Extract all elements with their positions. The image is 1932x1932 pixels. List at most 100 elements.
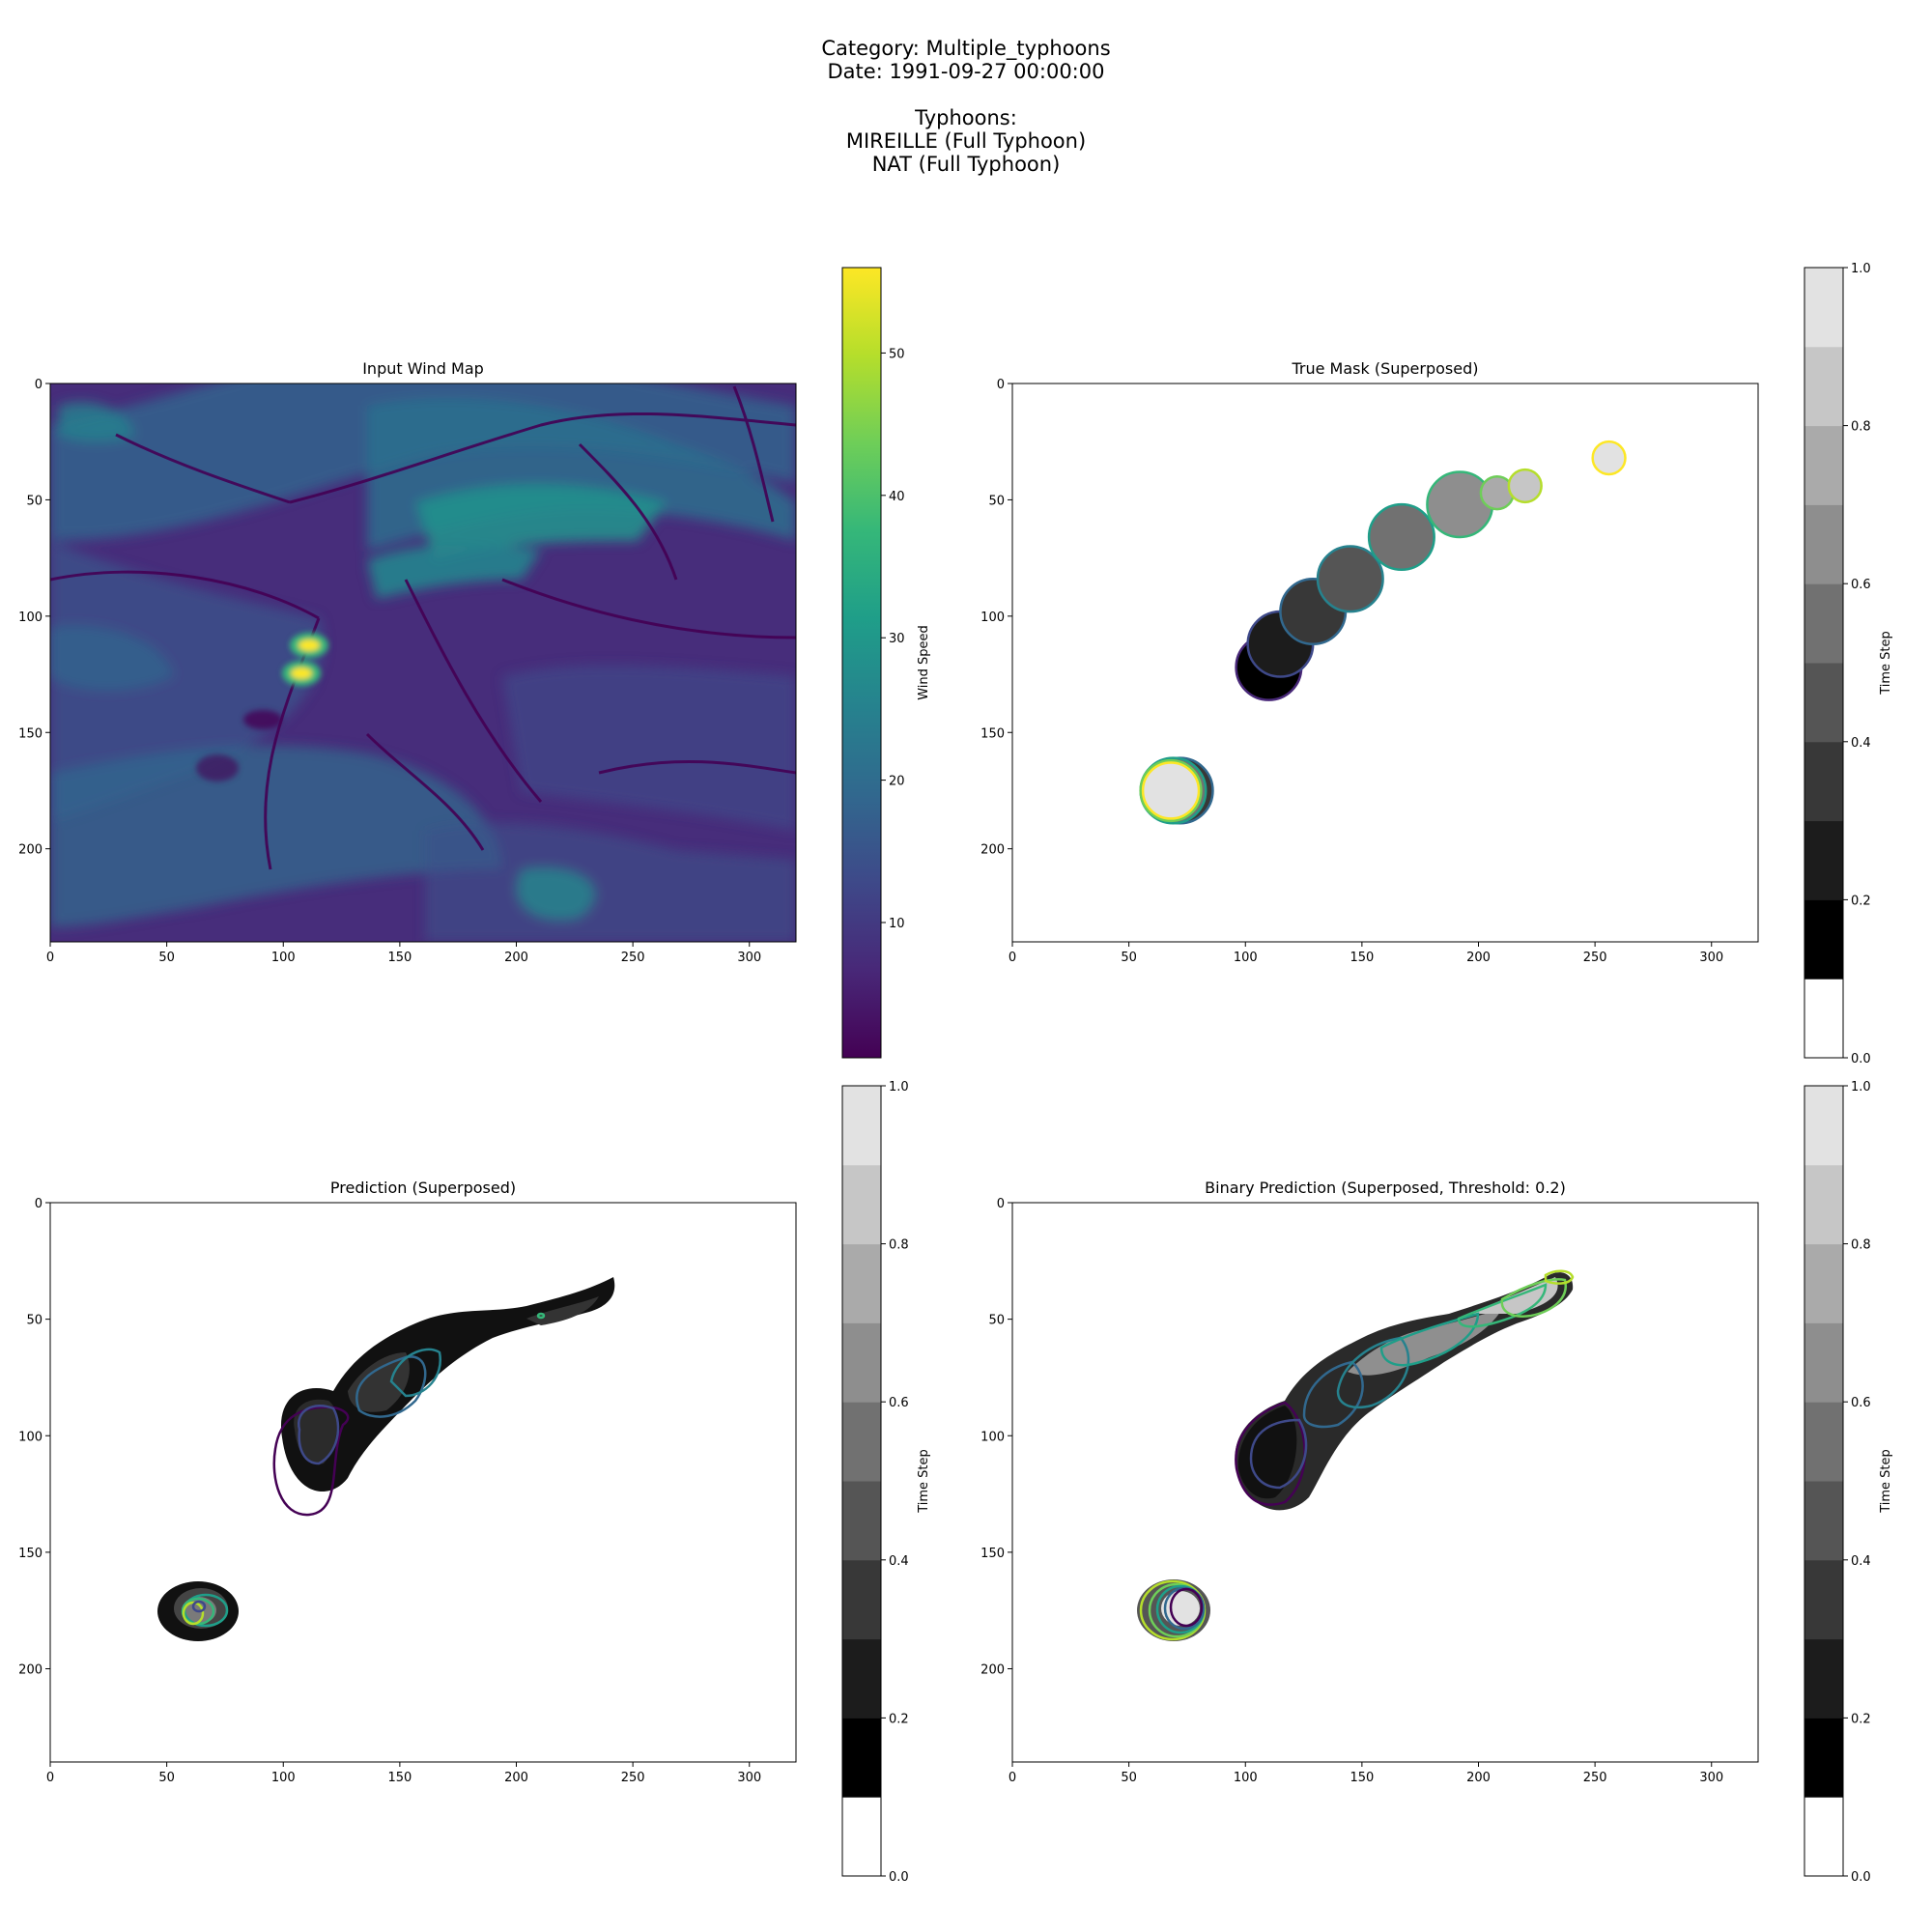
colorbar-tick-label: 0.0 [889, 1870, 909, 1885]
y-tick-label: 100 [18, 611, 43, 625]
x-tick-label: 200 [504, 1771, 528, 1785]
colorbar-level [1804, 741, 1843, 822]
typhoon-name-1: MIREILLE (Full Typhoon) [845, 129, 1087, 153]
x-tick-label: 100 [1234, 1771, 1258, 1785]
panel-title: Binary Prediction (Superposed, Threshold… [1205, 1179, 1566, 1197]
y-tick-label: 150 [18, 1547, 43, 1561]
colorbar-1: 0.0 0.2 0.4 0.6 0.8 1.0 Time Step [1804, 262, 1893, 1066]
true-mask-circle [1367, 502, 1435, 571]
true-mask-circle [1507, 468, 1543, 504]
x-tick-label: 200 [504, 951, 528, 965]
y-tick-label: 0 [997, 378, 1005, 392]
y-tick-label: 50 [26, 1314, 43, 1328]
colorbar-label: Time Step [1879, 631, 1893, 696]
colorbar-tick-label: 0.0 [1851, 1052, 1871, 1066]
x-tick-label: 250 [1583, 951, 1607, 965]
colorbar-tick-label: 0.2 [1851, 894, 1871, 908]
true-mask-circle [1426, 470, 1494, 539]
colorbar-tick-label: 0.4 [889, 1554, 909, 1569]
x-tick-label: 250 [1583, 1771, 1607, 1785]
true-mask-area [1012, 384, 1758, 942]
colorbar-gradient [842, 268, 881, 1058]
x-tick-label: 200 [1466, 951, 1491, 965]
category-title: Category: Multiple_typhoons [821, 37, 1111, 60]
colorbar-tick-label: 30 [889, 632, 905, 646]
x-tick-label: 100 [1234, 951, 1258, 965]
y-tick-label: 200 [18, 1663, 43, 1678]
x-tick-label: 150 [1350, 1771, 1374, 1785]
colorbar-level [1804, 1797, 1843, 1877]
x-tick-label: 50 [158, 951, 175, 965]
colorbar-level [1804, 346, 1843, 427]
colorbar-label: Time Step [917, 1449, 931, 1514]
colorbar-level [1804, 1481, 1843, 1561]
y-tick-label: 150 [18, 726, 43, 741]
y-tick-label: 200 [980, 843, 1005, 858]
y-tick-label: 200 [18, 843, 43, 858]
x-tick-label: 250 [621, 1771, 645, 1785]
colorbar-frame [841, 1085, 882, 1877]
colorbar-level [1804, 1402, 1843, 1482]
colorbar-tick-label: 0.6 [889, 1396, 909, 1410]
panel-title: Prediction (Superposed) [330, 1179, 516, 1197]
colorbar-level [842, 1797, 881, 1877]
x-tick-label: 50 [158, 1771, 175, 1785]
colorbar-level [1804, 1559, 1843, 1640]
y-tick-label: 50 [26, 494, 43, 508]
colorbar-level [842, 1638, 881, 1719]
colorbar-tick-label: 0.6 [1851, 1396, 1871, 1410]
x-tick-label: 300 [1699, 1771, 1723, 1785]
panel-title: True Mask (Superposed) [1291, 359, 1478, 378]
x-tick-label: 0 [46, 1771, 54, 1785]
y-tick-label: 150 [980, 726, 1005, 741]
colorbar-level [1804, 1638, 1843, 1719]
colorbar-level [1804, 899, 1843, 980]
panel-3: Binary Prediction (Superposed, Threshold… [980, 1080, 1893, 1885]
x-tick-label: 300 [737, 951, 761, 965]
colorbar-level [1804, 1243, 1843, 1323]
colorbar-tick-label: 0.8 [1851, 420, 1871, 435]
x-tick-label: 0 [1009, 1771, 1016, 1785]
x-tick-label: 50 [1121, 1771, 1137, 1785]
prediction-blob-main [280, 1277, 615, 1492]
colorbar-level [842, 1086, 881, 1166]
colorbar-tick-label: 20 [889, 775, 905, 789]
true-mask-circle [1316, 545, 1384, 613]
colorbar-tick-label: 0.0 [1851, 1870, 1871, 1885]
x-tick-label: 200 [1466, 1771, 1491, 1785]
colorbar-tick-label: 0.6 [1851, 578, 1871, 592]
colorbar-tick-label: 0.8 [1851, 1238, 1871, 1253]
x-tick-label: 300 [737, 1771, 761, 1785]
panel-1: True Mask (Superposed) 0 50 100 150 200 250 300… [980, 262, 1893, 1066]
colorbar-level [1804, 583, 1843, 664]
colorbar-level [1804, 1164, 1843, 1245]
typhoon-name-2: NAT (Full Typhoon) [871, 153, 1061, 176]
wind-map-field [50, 384, 796, 942]
y-tick-label: 100 [980, 1430, 1005, 1444]
colorbar-level [842, 1322, 881, 1403]
colorbar-2: 0.0 0.2 0.4 0.6 0.8 1.0 Time Step [841, 1080, 931, 1885]
colorbar-tick-label: 40 [889, 490, 905, 504]
axes-frame [1011, 383, 1759, 943]
colorbar-level [1804, 504, 1843, 584]
y-tick-label: 0 [35, 378, 43, 392]
colorbar-level [1804, 820, 1843, 900]
colorbar-tick-label: 1.0 [889, 1080, 909, 1094]
axes-frame [1011, 1202, 1759, 1763]
colorbar-label: Wind Speed [917, 625, 931, 700]
x-tick-label: 250 [621, 951, 645, 965]
colorbar-level [1804, 663, 1843, 743]
panel-0: Input Wind Map 0 50 100 150 200 250 300 0 50 100 15… [18, 267, 931, 1059]
y-tick-label: 50 [988, 1314, 1005, 1328]
binary-prediction-area [1012, 1203, 1758, 1762]
colorbar-frame [1804, 267, 1844, 1059]
y-tick-label: 150 [980, 1547, 1005, 1561]
colorbar-tick-label: 1.0 [1851, 1080, 1871, 1094]
colorbar-tick-label: 1.0 [1851, 262, 1871, 276]
colorbar-3: 0.0 0.2 0.4 0.6 0.8 1.0 Time Step [1804, 1080, 1893, 1885]
panel-2: Prediction (Superposed) 0 50 100 150 200 250 30… [18, 1080, 931, 1885]
x-tick-label: 0 [1009, 951, 1016, 965]
x-tick-label: 150 [387, 1771, 412, 1785]
axes-frame [49, 1202, 797, 1763]
